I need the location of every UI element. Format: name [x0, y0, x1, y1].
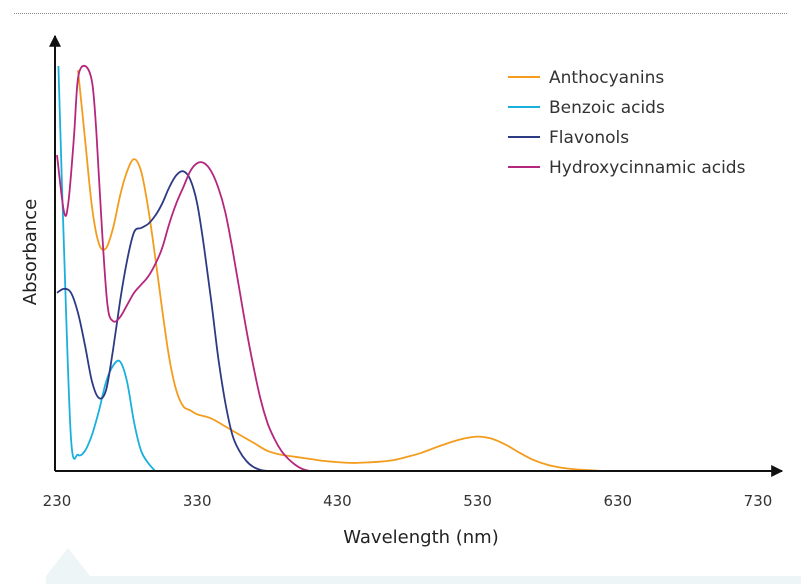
legend-label-anthocyanins: Anthocyanins [549, 68, 664, 88]
bottom-tab-decoration [46, 548, 90, 576]
series-line-benzoic-acids [57, 65, 156, 472]
y-axis-title: Absorbance [20, 199, 41, 305]
x-tick-label: 730 [744, 492, 773, 510]
bottom-band-decoration [46, 576, 801, 584]
series-layer [56, 64, 618, 472]
x-tick-label: 430 [323, 492, 352, 510]
x-tick-label: 230 [43, 492, 72, 510]
x-tick-label: 630 [603, 492, 632, 510]
series-line-hydroxycinnamic-acids [56, 64, 310, 472]
x-tick-label: 330 [183, 492, 212, 510]
series-line-anthocyanins [77, 70, 618, 472]
legend-label-benzoic-acids: Benzoic acids [549, 98, 665, 118]
x-tick-labels: 230 330 430 530 630 730 [43, 492, 773, 510]
series-line-flavonols [56, 170, 268, 472]
legend: Anthocyanins Benzoic acids Flavonols Hydrox… [508, 68, 746, 178]
legend-label-flavonols: Flavonols [549, 128, 629, 148]
top-dotted-rule [14, 13, 787, 14]
legend-label-hydroxycinnamic-acids: Hydroxycinnamic acids [549, 158, 746, 178]
x-tick-label: 530 [463, 492, 492, 510]
x-axis-title: Wavelength (nm) [343, 527, 499, 548]
